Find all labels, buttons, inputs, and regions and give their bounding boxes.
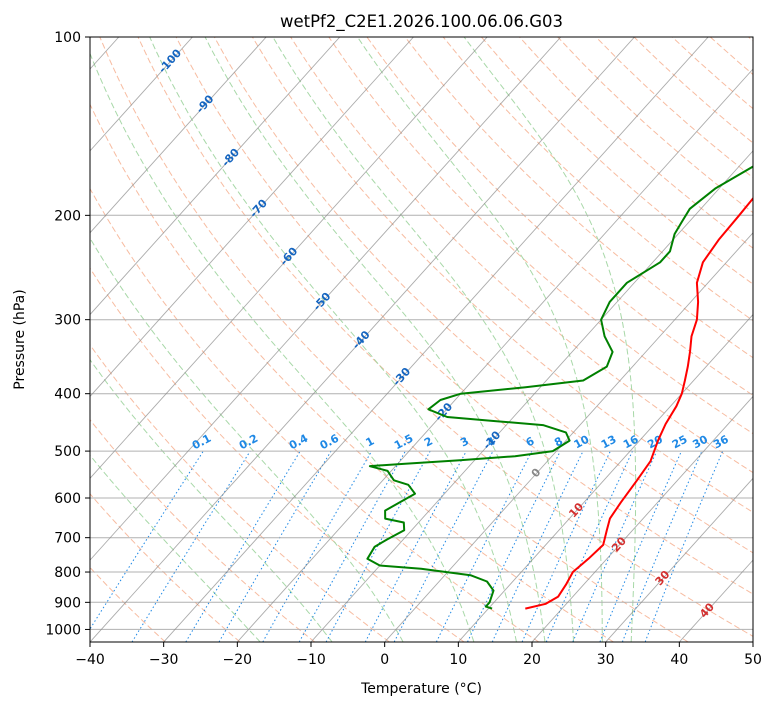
chart-title: wetPf2_C2E1.2026.100.06.06.G03 — [280, 12, 563, 32]
x-tick-label: −20 — [223, 652, 253, 668]
plot-area: 0.1 0.2 0.4 0.6 1 1.5 2 3 4 6 8 10 13 16 20 25 30 36-100-… — [90, 37, 753, 642]
moist-adiabat-line — [149, 37, 517, 642]
x-tick-label: 40 — [670, 652, 688, 668]
dry-adiabat-line — [90, 418, 316, 642]
isotherm-line — [90, 37, 562, 561]
isotherm-line — [310, 150, 753, 642]
isotherms — [90, 37, 753, 642]
pressure-gridlines — [90, 37, 753, 630]
y-axis: 1000 900 800 700 600 500 400 300 200 100 — [45, 30, 90, 638]
dry-adiabat-line — [90, 187, 540, 642]
dry-adiabat-line — [90, 267, 465, 642]
x-tick-label: 20 — [523, 652, 541, 668]
mixing-ratio-line — [298, 450, 406, 642]
x-tick-label: 30 — [597, 652, 615, 668]
isotherm-line — [90, 37, 267, 234]
mixing-ratio-line — [364, 450, 467, 642]
isotherm-line — [90, 37, 414, 398]
mixing-ratio-label: 13 — [599, 433, 619, 452]
y-tick-label: 500 — [54, 444, 81, 460]
x-tick-label: 50 — [744, 652, 762, 668]
profile-series — [366, 165, 753, 610]
dry-adiabat-line — [99, 37, 689, 642]
isotherm-line — [457, 313, 753, 642]
y-tick-label: 700 — [54, 531, 81, 547]
mixing-ratio-line — [545, 450, 633, 642]
mixing-ratio-line — [572, 450, 658, 642]
isotherm-line — [163, 37, 709, 642]
dewpoint-profile — [366, 165, 753, 610]
x-tick-label: −30 — [149, 652, 179, 668]
mixing-ratio-line — [621, 450, 703, 642]
mixing-ratio-label: 16 — [621, 433, 641, 452]
isotherm-line — [531, 395, 753, 642]
plot-frame — [89, 36, 754, 643]
dry-adiabat-line — [481, 37, 753, 285]
moist-adiabat-line — [90, 454, 261, 642]
mixing-ratio-label: 30 — [690, 433, 710, 452]
mixing-ratio-label: 36 — [711, 433, 731, 452]
y-axis-title: Pressure (hPa) — [12, 289, 28, 389]
mixing-ratio-line — [90, 450, 204, 630]
y-tick-label: 100 — [54, 30, 81, 46]
dry-adiabat-line — [213, 37, 753, 554]
y-tick-label: 200 — [54, 208, 81, 224]
isotherm-line — [384, 232, 753, 642]
moist-adiabat-line — [463, 37, 637, 642]
isotherm-line — [90, 37, 488, 480]
isotherm-line — [236, 68, 753, 642]
isotherm-line — [90, 37, 635, 642]
y-tick-label: 400 — [54, 387, 81, 403]
y-tick-label: 900 — [54, 595, 81, 611]
dry-adiabat-line — [404, 37, 753, 359]
isotherm-line — [90, 37, 193, 152]
x-tick-label: 10 — [449, 652, 467, 668]
moist-adiabat-line — [272, 37, 575, 642]
moist-adiabat-line — [204, 37, 546, 642]
dry-adiabat-line — [90, 493, 241, 642]
mixing-ratio-label: 10 — [572, 433, 592, 452]
dry-adiabat-line — [90, 103, 614, 642]
x-axis: −40 −30 −20 −10 0 10 20 30 40 50 — [75, 642, 762, 668]
x-tick-label: −40 — [75, 652, 105, 668]
dry-adiabat-line — [290, 37, 753, 474]
x-tick-label: −10 — [296, 652, 326, 668]
x-tick-label: 0 — [380, 652, 389, 668]
dry-adiabat-line — [251, 37, 753, 513]
x-axis-title: Temperature (°C) — [360, 681, 482, 697]
isotherm-line — [605, 477, 753, 642]
mixing-ratio-line — [325, 450, 431, 642]
dry-adiabat-line — [366, 37, 753, 396]
dry-adiabat-line — [90, 344, 390, 642]
temperature-profile — [525, 196, 753, 610]
moist-adiabat-line — [90, 358, 333, 642]
moist-adiabat-line — [90, 52, 475, 642]
mixing-ratio-line — [599, 450, 682, 642]
moist-adiabat-line — [90, 237, 404, 642]
moist-adiabats — [90, 37, 637, 642]
y-tick-label: 800 — [54, 565, 81, 581]
y-tick-label: 300 — [54, 313, 81, 329]
y-tick-label: 1000 — [45, 622, 81, 638]
mixing-ratio-line — [435, 450, 533, 642]
mixing-ratio-line — [644, 450, 724, 642]
mixing-ratio-label: 25 — [670, 433, 690, 452]
moist-adiabat-line — [357, 37, 603, 642]
isotherm-line — [90, 37, 341, 316]
y-tick-label: 600 — [54, 491, 81, 507]
